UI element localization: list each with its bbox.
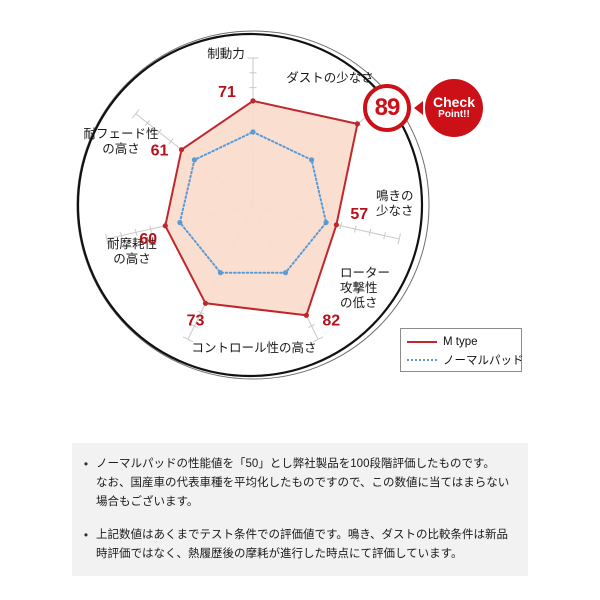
legend-swatch-dotted-line-icon	[407, 355, 437, 365]
check-point-badge-group: 89 Check Point!!	[363, 79, 483, 137]
check-point-circle: Check Point!!	[425, 79, 483, 137]
radar-chart-panel: 制動力ダストの少なさ鳴きの少なさローター攻撃性の低さコントロール性の高さ 耐摩耗性…	[76, 30, 524, 380]
series-points-m-type	[162, 98, 360, 318]
check-label-line2: Point!!	[438, 109, 470, 121]
note-line: なお、国産車の代表車種を平均化したものですので、この数値に当てはまらない	[96, 477, 510, 489]
legend-item-m-type: M type	[407, 333, 515, 351]
note-item: • ノーマルパッドの性能値を「50」とし弊社製品を100段階評価したものです。なお…	[76, 455, 518, 512]
note-line: 場合もございます。	[96, 496, 199, 508]
note-line: 上記数値はあくまでテスト条件での評価値です。鳴き、ダストの比較条件は新品	[96, 529, 509, 541]
axis-value-4: 73	[187, 312, 205, 329]
axis-label-1: ダストの少なさ	[286, 70, 374, 85]
note-text: ノーマルパッドの性能値を「50」とし弊社製品を100段階評価したものです。なお、…	[96, 455, 518, 512]
notes-block: • ノーマルパッドの性能値を「50」とし弊社製品を100段階評価したものです。なお…	[72, 443, 528, 576]
axis-label-4: コントロール性の高さ	[191, 340, 316, 355]
axis-value-labels: 71 57 82 73 60 61	[139, 84, 368, 329]
series-polygon-m-type	[164, 99, 359, 317]
bullet-icon: •	[83, 457, 89, 471]
score-badge-89: 89	[363, 84, 411, 132]
legend-label-normal-pad: ノーマルパッド	[443, 355, 524, 367]
note-text: 上記数値はあくまでテスト条件での評価値です。鳴き、ダストの比較条件は新品 時評価で…	[96, 526, 518, 564]
outer-ellipse-thick	[76, 32, 424, 378]
series-polygon-normal-pad	[178, 131, 328, 274]
series-points-normal-pad	[177, 129, 329, 276]
axis-value-6: 61	[151, 143, 169, 160]
legend-swatch-solid-line-icon	[407, 337, 437, 347]
check-arrow-icon	[414, 101, 423, 115]
axis-label-0: 制動力	[207, 47, 245, 61]
axis-value-0: 71	[218, 84, 236, 101]
axis-label-2: 鳴きの少なさ	[376, 189, 414, 218]
axis-label-5: 耐摩耗性の高さ	[107, 236, 157, 266]
axis-label-6: 耐フェード性の高さ	[83, 127, 158, 156]
axis-label-3: ローター攻撃性の低さ	[340, 266, 390, 310]
bullet-icon: •	[83, 528, 89, 542]
note-line: 時評価ではなく、熱履歴後の摩耗が進行した時点にて評価しています。	[96, 548, 463, 560]
legend-label-m-type: M type	[443, 336, 478, 348]
note-item: • 上記数値はあくまでテスト条件での評価値です。鳴き、ダストの比較条件は新品 時評価…	[76, 526, 518, 564]
chart-legend: M type ノーマルパッド	[400, 328, 524, 372]
legend-item-normal-pad: ノーマルパッド	[407, 351, 524, 369]
axis-value-2: 57	[350, 206, 368, 223]
axis-value-3: 82	[322, 312, 340, 329]
check-label-line1: Check	[432, 94, 476, 111]
axis-value-5: 60	[139, 231, 157, 248]
note-line: ノーマルパッドの性能値を「50」とし弊社製品を100段階評価したものです。	[96, 458, 495, 470]
